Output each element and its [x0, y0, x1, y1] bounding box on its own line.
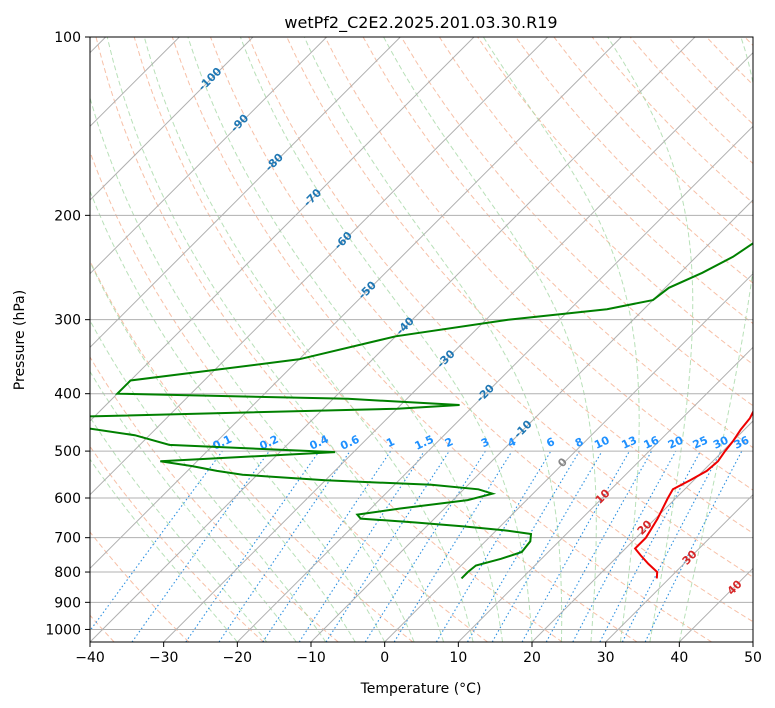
moist-adiabat — [239, 37, 533, 642]
moist-adiabat — [383, 37, 597, 642]
sounding-profiles — [90, 242, 753, 580]
mixing-ratio-line — [572, 450, 677, 642]
x-tick-label: −20 — [223, 650, 253, 666]
mixing-ratio-label: 36 — [732, 433, 752, 451]
plot-background — [90, 37, 753, 642]
moist-adiabat — [303, 37, 563, 642]
y-tick-label: 500 — [54, 444, 81, 460]
x-tick-label: 20 — [523, 650, 541, 666]
moist-adiabat — [106, 37, 445, 642]
mixing-ratio-label: 10 — [592, 433, 612, 451]
y-axis-ticks: 1000 900 800 700 600 500 400 300 200 100 — [45, 30, 90, 638]
x-tick-label: −40 — [75, 650, 105, 666]
isotherm-line — [90, 37, 401, 349]
mixing-ratio-line — [262, 450, 392, 642]
moist-adiabat — [143, 37, 474, 642]
y-axis-title: Pressure (hPa) — [12, 290, 28, 390]
y-tick-label: 700 — [54, 531, 81, 547]
dry-adiabat — [95, 37, 563, 642]
dewpoint-line — [90, 242, 753, 580]
chart-title: wetPf2_C2E2.2025.201.03.30.R19 — [284, 13, 557, 33]
isotherm-line — [90, 37, 622, 570]
y-tick-label: 400 — [54, 387, 81, 403]
temperature-line — [633, 409, 753, 579]
mixing-ratio-line — [185, 450, 320, 642]
dry-adiabat — [210, 37, 753, 623]
moist-adiabat — [90, 189, 386, 642]
isotherm-line — [90, 37, 328, 275]
dry-adiabat — [90, 356, 339, 642]
x-tick-label: −10 — [296, 650, 326, 666]
isotherm-line — [605, 493, 753, 642]
x-axis-title: Temperature (°C) — [360, 681, 482, 697]
x-tick-label: −30 — [149, 650, 179, 666]
mixing-ratio-line — [298, 450, 425, 642]
x-axis-ticks: −40 −30 −20 −10 0 10 20 30 40 50 — [75, 642, 762, 666]
dry-adiabat — [324, 37, 753, 491]
x-tick-label: 30 — [597, 650, 615, 666]
moist-adiabat — [90, 319, 327, 642]
moist-adiabat — [482, 37, 640, 642]
mixing-ratio-line — [545, 450, 653, 642]
mixing-ratio-line — [393, 450, 513, 642]
x-tick-label: 0 — [380, 650, 389, 666]
moist-adiabat — [90, 260, 356, 642]
isotherm-line — [163, 51, 753, 642]
x-tick-label: 50 — [744, 650, 762, 666]
mixing-ratio-line — [218, 450, 351, 642]
mixing-ratio-label: 13 — [620, 434, 639, 452]
dry-adiabat — [400, 37, 753, 407]
y-tick-label: 600 — [54, 491, 81, 507]
dry-adiabat — [171, 37, 712, 642]
dry-adiabat — [90, 150, 488, 642]
isotherm-line — [90, 37, 475, 422]
moist-adiabat — [90, 458, 238, 642]
dry-adiabat — [133, 37, 638, 642]
isotherm-line — [236, 125, 753, 642]
mixing-ratio-label: 20 — [666, 433, 686, 451]
mixing-ratio-line — [131, 450, 270, 642]
isotherm-line — [752, 641, 753, 642]
isotherm-line — [90, 37, 696, 642]
dry-adiabat — [438, 37, 753, 366]
isotherm-line — [384, 272, 753, 642]
background-lines — [90, 37, 753, 642]
y-tick-label: 900 — [54, 595, 81, 611]
dry-adiabat — [90, 531, 190, 642]
y-tick-label: 300 — [54, 313, 81, 329]
mixing-ratio-label: 25 — [691, 434, 710, 452]
mixing-ratio-label: 16 — [642, 433, 662, 451]
mixing-ratio-line — [90, 450, 223, 632]
moist-adiabat — [607, 37, 694, 642]
moist-adiabat — [90, 416, 268, 642]
moist-adiabat — [678, 37, 753, 642]
isotherm-line — [90, 37, 254, 201]
mixing-ratio-line — [644, 450, 743, 642]
mixing-ratio-line — [521, 450, 630, 642]
isotherm-line — [531, 420, 753, 642]
y-tick-label: 100 — [54, 30, 81, 46]
dry-adiabat — [248, 37, 753, 578]
x-tick-label: 10 — [449, 650, 467, 666]
plot-frame — [89, 36, 754, 643]
dry-adiabat — [515, 37, 753, 284]
mixing-ratio-line — [325, 450, 450, 642]
y-tick-label: 800 — [54, 565, 81, 581]
isotherm-line — [90, 37, 549, 496]
isotherm-line — [310, 199, 753, 642]
y-tick-label: 1000 — [45, 622, 81, 638]
dry-adiabat — [90, 445, 264, 642]
y-tick-label: 200 — [54, 208, 81, 224]
mixing-ratio-label: 30 — [711, 433, 731, 451]
isotherm-line — [457, 346, 753, 642]
x-tick-label: 40 — [670, 650, 688, 666]
